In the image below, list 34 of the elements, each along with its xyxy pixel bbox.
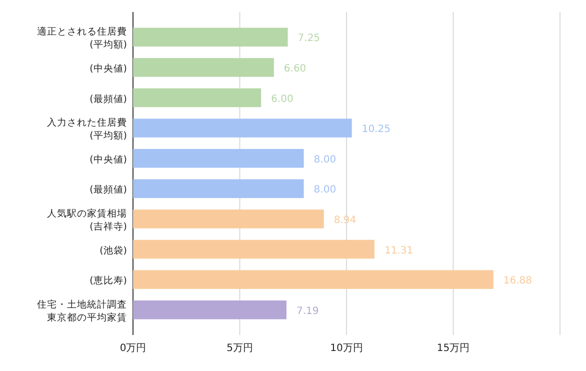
bar	[133, 179, 304, 198]
data-label: 6.60	[284, 63, 306, 74]
bar	[133, 148, 304, 168]
x-tick-label: 15万円	[436, 343, 470, 354]
data-label: 16.88	[503, 276, 532, 287]
y-tick-label: 住宅・土地統計調査東京都の平均家賃	[37, 298, 127, 324]
bar	[133, 88, 262, 108]
y-tick-label: (中央値)	[90, 62, 127, 74]
data-label: 11.31	[384, 245, 414, 256]
bar	[133, 118, 352, 138]
y-tick-label: (中央値)	[90, 153, 127, 166]
y-tick-label: (池袋)	[100, 244, 127, 256]
bar	[133, 210, 324, 228]
data-label: 6.00	[271, 94, 294, 105]
y-tick-label: 入力された住居費(平均額)	[47, 116, 127, 142]
y-tick-label: 適正とされる住居費(平均額)	[37, 26, 127, 51]
x-tick-label: 0万円	[120, 343, 146, 354]
data-label: 8.94	[334, 214, 356, 226]
data-label: 7.19	[296, 306, 319, 317]
bar	[133, 300, 287, 320]
y-tick-label: 人気駅の家賃相場(吉祥寺)	[47, 207, 127, 232]
y-tick-label: (最頻値)	[90, 92, 127, 105]
data-label: 7.25	[298, 33, 320, 44]
x-tick-label: 10万円	[330, 343, 363, 354]
data-label: 10.25	[362, 124, 390, 136]
x-tick-label: 5万円	[226, 343, 253, 354]
data-label: 8.00	[314, 154, 336, 166]
y-tick-label: (最頻値)	[90, 184, 127, 196]
bar	[133, 58, 274, 77]
y-tick-label: (恵比寿)	[90, 274, 127, 287]
bar	[133, 270, 494, 289]
bar	[133, 28, 288, 47]
data-label: 8.00	[314, 184, 336, 196]
bar	[133, 240, 374, 259]
